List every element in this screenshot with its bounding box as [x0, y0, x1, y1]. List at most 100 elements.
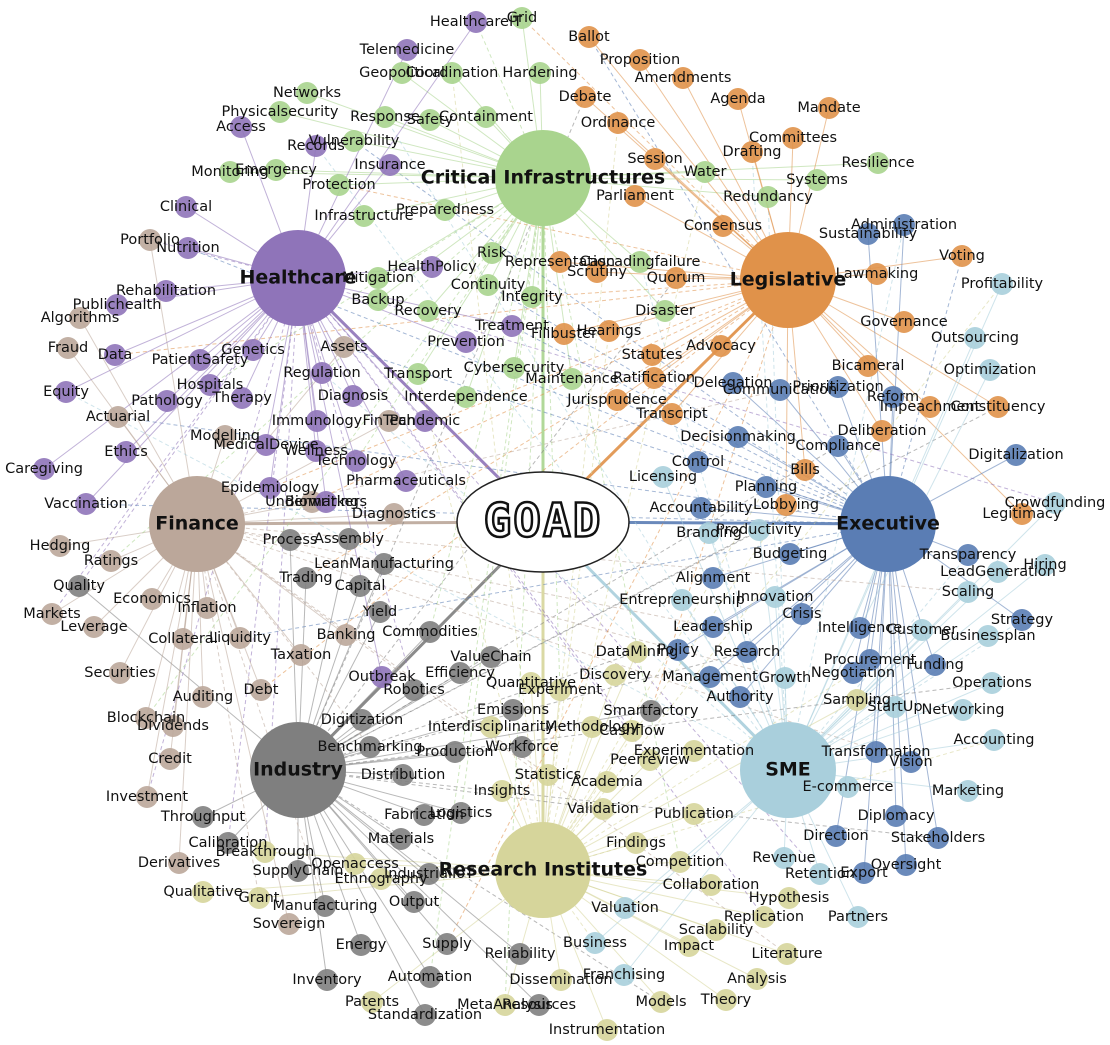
- node: [361, 991, 383, 1013]
- node-label: Diplomacy: [858, 808, 935, 824]
- node-label: Ballot: [568, 29, 610, 45]
- node-label: Consensus: [684, 218, 762, 234]
- node: [690, 497, 712, 519]
- node-label: Automation: [388, 969, 472, 985]
- node-label: Cascadingfailure: [580, 254, 701, 270]
- node: [455, 386, 477, 408]
- node-label: Smartfactory: [604, 703, 699, 719]
- node: [846, 689, 868, 711]
- node-label: Energy: [336, 937, 387, 953]
- node: [866, 263, 888, 285]
- node: [581, 716, 603, 738]
- node: [296, 82, 318, 104]
- cross-edge: [751, 151, 789, 771]
- node-label: Scaling: [942, 584, 995, 600]
- cross-edge: [542, 122, 619, 871]
- node-label: Interdependence: [404, 389, 528, 405]
- node: [584, 932, 606, 954]
- node-label: Intelligence: [818, 620, 902, 636]
- node: [625, 832, 647, 854]
- node: [729, 686, 751, 708]
- node-label: Cashflow: [599, 723, 665, 739]
- node: [859, 649, 881, 671]
- node: [335, 624, 357, 646]
- cross-edge: [239, 523, 889, 639]
- node-label: Qualitative: [163, 884, 242, 900]
- hub-node: [495, 130, 591, 226]
- node: [987, 561, 1009, 583]
- node: [919, 396, 941, 418]
- node: [192, 686, 214, 708]
- node: [607, 112, 629, 134]
- node-label: Standardization: [368, 1007, 482, 1023]
- node-label: LeadGeneration: [940, 564, 1056, 580]
- node: [68, 575, 90, 597]
- cross-edge: [227, 277, 299, 844]
- node: [367, 289, 389, 311]
- node: [528, 994, 550, 1016]
- cross-edge: [451, 72, 544, 871]
- node: [837, 776, 859, 798]
- node-label: Scalability: [679, 922, 754, 938]
- node: [290, 644, 312, 666]
- hub-node: [495, 822, 591, 918]
- node-label: Biomarkers: [285, 494, 367, 510]
- node: [700, 874, 722, 896]
- node-label: Robotics: [383, 682, 445, 698]
- node: [374, 106, 396, 128]
- node-label: Nutrition: [156, 240, 220, 256]
- node: [712, 215, 734, 237]
- node-label: Digitization: [321, 712, 403, 728]
- node-label: Methodology: [545, 719, 639, 735]
- node: [774, 667, 796, 689]
- cross-edge: [429, 177, 544, 978]
- node: [141, 588, 163, 610]
- node-label: Regulation: [283, 365, 360, 381]
- node: [214, 425, 236, 447]
- node-label: Workforce: [485, 739, 558, 755]
- hub-label: Legislative: [730, 269, 847, 291]
- node-label: Procurement: [824, 652, 917, 668]
- node-label: LeanManufacturing: [314, 556, 454, 572]
- node-label: Securities: [84, 665, 155, 681]
- node-label: Efficiency: [425, 665, 495, 681]
- node-label: Sustainability: [819, 226, 918, 242]
- node: [367, 267, 389, 289]
- cross-edge: [196, 523, 714, 628]
- node: [964, 327, 986, 349]
- node: [255, 434, 277, 456]
- node: [598, 320, 620, 342]
- node: [882, 386, 904, 408]
- node-label: Cybersecurity: [464, 360, 565, 376]
- node: [753, 906, 775, 928]
- cross-edge: [297, 277, 415, 691]
- node: [715, 989, 737, 1011]
- node-label: Disaster: [635, 303, 695, 319]
- node-label: Ethnography: [334, 871, 428, 887]
- node-label: MedicalDevice: [213, 437, 318, 453]
- node: [596, 771, 618, 793]
- node: [69, 307, 91, 329]
- node: [345, 450, 367, 472]
- node-label: Risk: [477, 245, 508, 261]
- node: [957, 544, 979, 566]
- node-label: Production: [416, 744, 493, 760]
- node: [254, 841, 276, 863]
- node-label: Safety: [407, 112, 454, 128]
- node-label: Vulnerability: [309, 133, 400, 149]
- node-label: Amendments: [635, 70, 732, 86]
- node: [827, 435, 849, 457]
- node-label: Mitigation: [342, 270, 414, 286]
- node-label: Reform: [867, 389, 919, 405]
- node-label: Crisis: [782, 606, 821, 622]
- node: [419, 966, 441, 988]
- node: [475, 106, 497, 128]
- node: [136, 786, 158, 808]
- node: [199, 374, 221, 396]
- node-label: Quantitative: [486, 675, 576, 691]
- node: [477, 274, 499, 296]
- node: [370, 868, 392, 890]
- node-label: Prevention: [427, 334, 505, 350]
- node: [344, 853, 366, 875]
- node: [884, 696, 906, 718]
